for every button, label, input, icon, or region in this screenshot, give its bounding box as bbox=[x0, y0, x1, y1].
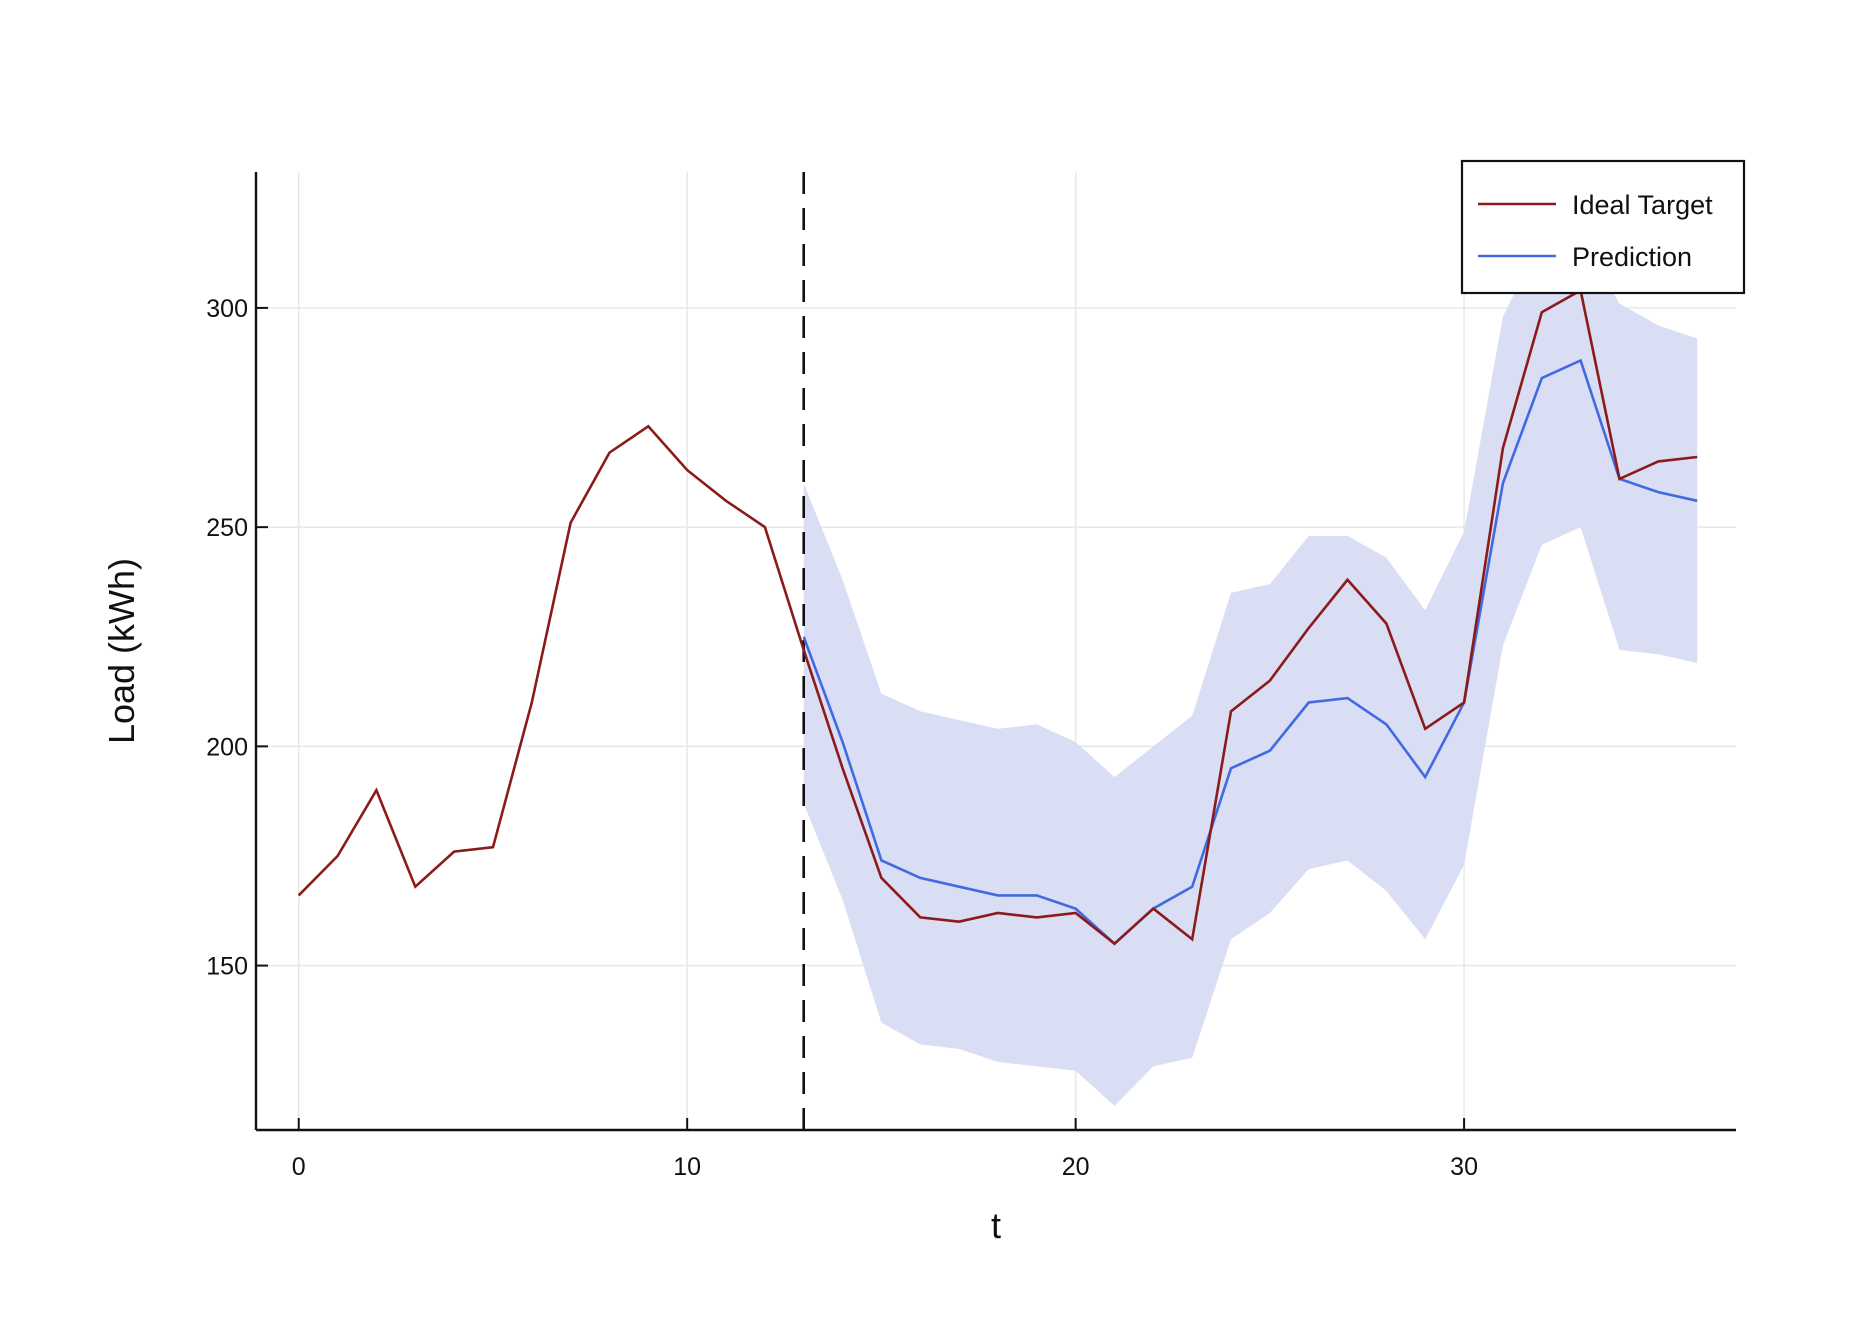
series-lines bbox=[297, 172, 1698, 1130]
y-tick-label: 250 bbox=[206, 514, 248, 542]
axes bbox=[254, 172, 1736, 1132]
series-line-prediction bbox=[802, 358, 1698, 946]
y-tick-label: 200 bbox=[206, 733, 248, 761]
legend-box bbox=[1460, 159, 1746, 295]
prediction-interval bbox=[803, 237, 1698, 1106]
x-tick-label: 10 bbox=[673, 1153, 701, 1181]
x-tick-label: 30 bbox=[1450, 1153, 1478, 1181]
tick-labels: 0 10 20 30 150 200 250 300 bbox=[206, 295, 1478, 1181]
y-tick-label: 300 bbox=[206, 295, 248, 323]
x-tick-label: 0 bbox=[292, 1153, 306, 1181]
series-line-ideal-target bbox=[297, 288, 1698, 946]
legend-label-prediction: Prediction bbox=[1572, 242, 1692, 272]
x-tick-label: 20 bbox=[1062, 1153, 1090, 1181]
y-tick-label: 150 bbox=[206, 953, 248, 981]
prediction-interval-band bbox=[803, 237, 1698, 1106]
legend-label-ideal-target: Ideal Target bbox=[1572, 190, 1713, 220]
x-axis-title: t bbox=[991, 1205, 1001, 1246]
y-axis-title: Load (kWh) bbox=[101, 558, 142, 744]
legend: Ideal Target Prediction bbox=[1460, 159, 1746, 295]
